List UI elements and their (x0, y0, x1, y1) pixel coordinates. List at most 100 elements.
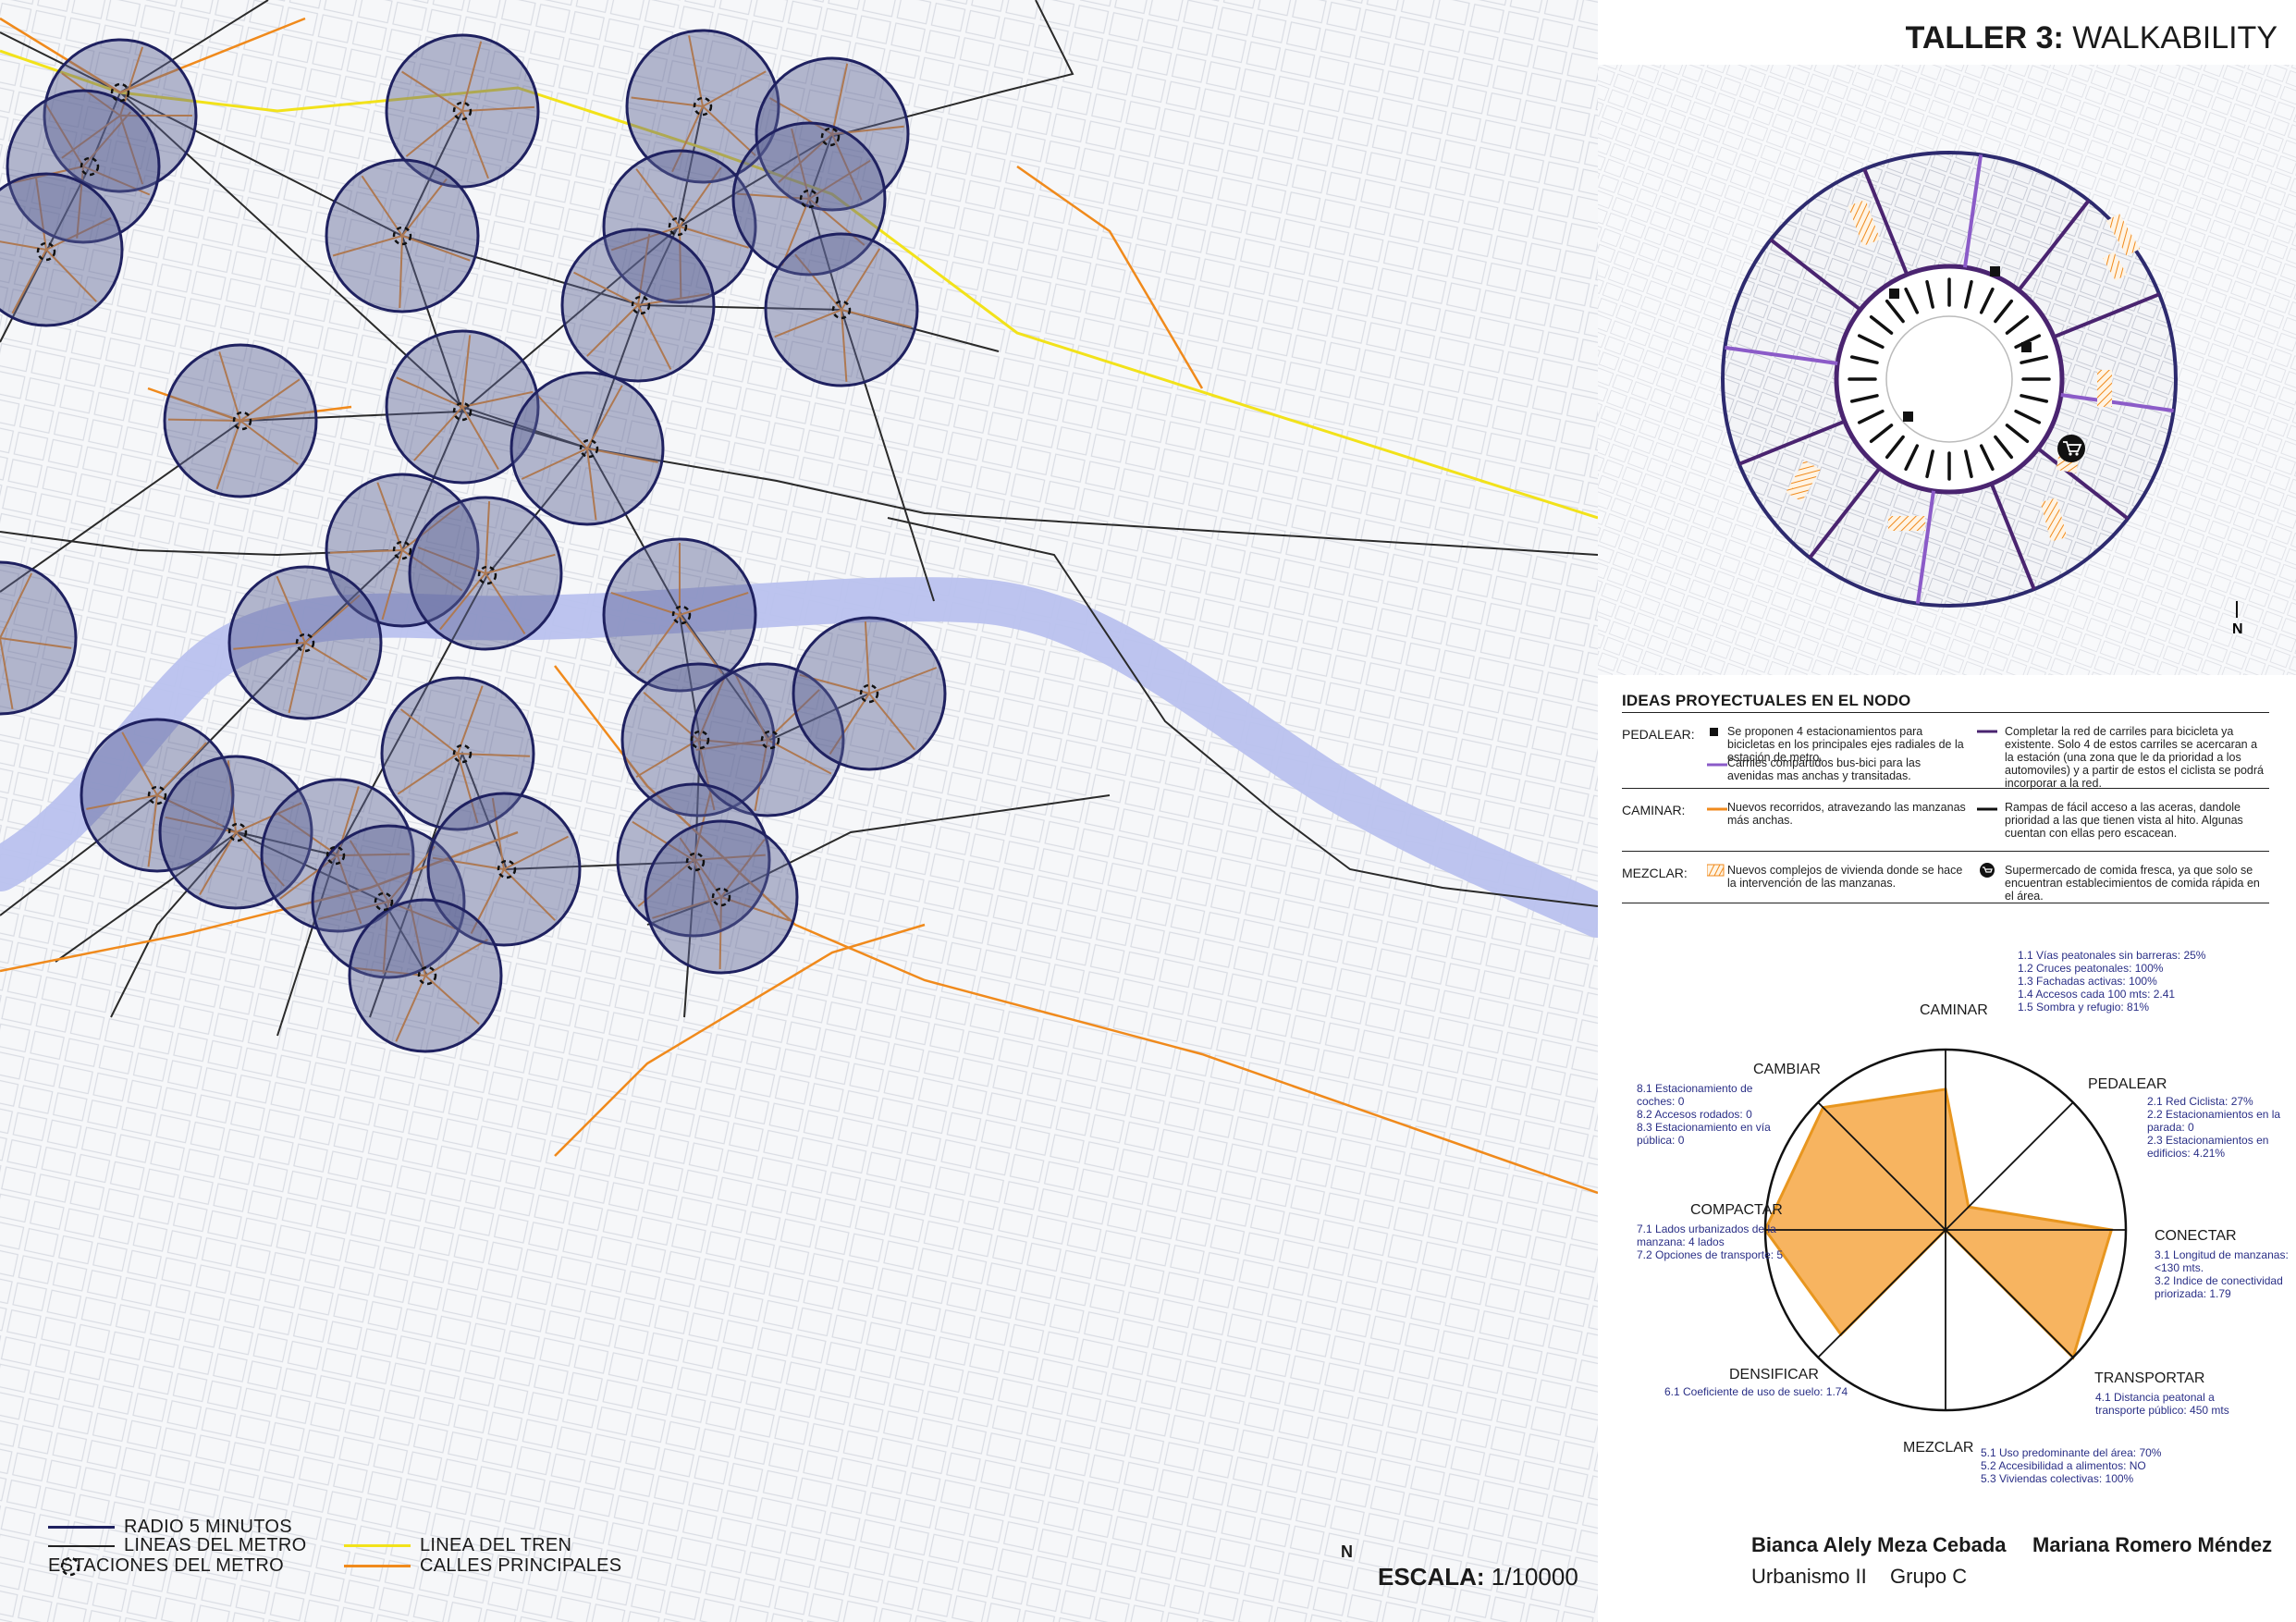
metro-stations (36, 82, 879, 986)
street-segment (413, 406, 463, 461)
stat-line: 2.1 Red Ciclista: 27% (2147, 1095, 2253, 1108)
street-segment (424, 975, 480, 1025)
stats-mezclar: 5.1 Uso predominante del área: 70% 5.2 Ac… (1981, 1446, 2161, 1485)
street-segment (697, 739, 716, 811)
metro-line (110, 831, 239, 1018)
street-segment (610, 591, 681, 616)
street-segment (470, 868, 505, 934)
street-segment (702, 105, 756, 156)
bike-lane (2060, 393, 2174, 413)
street-segment (215, 420, 241, 490)
street-segment (586, 448, 597, 521)
street-segment (631, 96, 704, 107)
stat-line: edificios: 4.21% (2147, 1147, 2226, 1160)
stat-line: 1.1 Vías peatonales sin barreras: 25% (2018, 949, 2206, 962)
street-segment (693, 859, 722, 928)
bike-parking-mark (1710, 728, 1718, 736)
street-segment (45, 249, 97, 302)
legend-metro-stations: ESTACIONES DEL METRO (48, 1555, 284, 1577)
stat-line: coches: 0 (1637, 1095, 1685, 1108)
street-segment (767, 739, 832, 775)
radius-circle (560, 227, 716, 383)
radius-circle (163, 343, 318, 498)
caminar-b: Rampas de fácil acceso a las aceras, dan… (2005, 801, 2243, 840)
stat-line: 3.1 Longitud de manzanas: (2155, 1248, 2289, 1261)
street-segment (167, 418, 241, 422)
radius-circle (620, 662, 776, 817)
street-segment (119, 46, 144, 117)
title-prefix: TALLER 3: (1905, 20, 2064, 55)
legend-radius-label: RADIO 5 MINUTOS (124, 1517, 292, 1537)
street-segment (399, 235, 403, 309)
metro-station (579, 438, 599, 459)
street-segment (693, 854, 766, 861)
ramp (1964, 279, 1973, 309)
ramp (1849, 394, 1879, 403)
ramps (1848, 277, 2051, 481)
street-segment (0, 240, 47, 251)
street-segment (635, 168, 681, 227)
train-track (0, 49, 1598, 520)
street-segment (521, 448, 588, 480)
street-segment (808, 198, 866, 246)
ramp (2005, 314, 2030, 335)
metro-station (685, 852, 706, 872)
street-segment (239, 378, 301, 422)
legend-radius: RADIO 5 MINUTOS (48, 1517, 292, 1538)
bike-lane (1915, 490, 1935, 604)
street-segment (387, 901, 456, 930)
stat-line: 5.1 Uso predominante del área: 70% (1981, 1446, 2162, 1459)
street-segment (0, 637, 72, 649)
ramp (1925, 449, 1934, 479)
ramp (1869, 314, 1894, 335)
street-segment (537, 395, 588, 449)
map-canvas (0, 0, 1598, 1622)
street-segment (774, 309, 842, 338)
street-segment (831, 63, 849, 135)
ideas-rule-1 (1622, 788, 2269, 789)
street-segment (461, 335, 472, 408)
street-segment (864, 621, 870, 694)
ramp (1849, 355, 1879, 364)
axis-cambiar: CAMBIAR (1753, 1062, 1821, 1077)
radius-circle (731, 121, 887, 276)
street-segment (304, 595, 361, 644)
street-segment (235, 831, 285, 887)
radar-axis (1945, 1229, 2074, 1358)
street-segment (503, 868, 556, 921)
street-segment (573, 271, 639, 306)
scale: ESCALA: 1/10000 (1378, 1563, 1578, 1591)
metro-line (807, 133, 935, 602)
stat-line: 1.4 Accesos cada 100 mts: 2.41 (2018, 988, 2176, 1001)
stat-line: transporte público: 450 mts (2095, 1404, 2229, 1417)
street-segment (841, 248, 881, 311)
route-mark (1707, 807, 1727, 811)
ramp (1885, 299, 1905, 324)
metro-station (711, 887, 731, 907)
street-segment (610, 226, 681, 252)
street-segment (461, 41, 483, 112)
legend-streets-label: CALLES PRINCIPALES (420, 1555, 622, 1576)
metro-station (417, 965, 437, 986)
axis-caminar: CAMINAR (1920, 1002, 1988, 1018)
metro-station (497, 859, 517, 879)
metro-station (227, 822, 248, 842)
stat-line: pública: 0 (1637, 1134, 1685, 1147)
street-segment (45, 216, 112, 251)
author-1: Bianca Alely Meza Cebada (1751, 1533, 2007, 1556)
outer-ring (1721, 151, 2178, 608)
ramp (1994, 435, 2014, 460)
street-segment (0, 572, 33, 639)
street-segment (61, 72, 121, 117)
street-segment (780, 198, 810, 266)
bike-parking (1889, 266, 2032, 422)
street-segment (233, 642, 306, 650)
street-segment (734, 674, 768, 741)
street-segment (636, 614, 681, 674)
stat-line: manzana: 4 lados (1637, 1235, 1725, 1248)
scale-label: ESCALA: (1378, 1563, 1485, 1591)
street-segment (720, 839, 766, 898)
metro-station (374, 891, 394, 912)
metro-station (392, 540, 412, 560)
ramp (1885, 435, 1905, 460)
